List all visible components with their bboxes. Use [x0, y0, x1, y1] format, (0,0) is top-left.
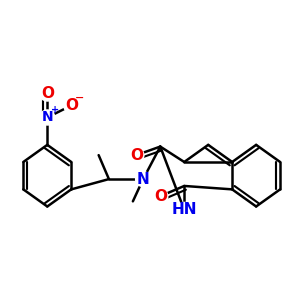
Circle shape: [153, 189, 168, 204]
Circle shape: [129, 148, 144, 163]
Circle shape: [40, 110, 55, 125]
Text: +: +: [51, 105, 59, 115]
Text: −: −: [75, 93, 85, 103]
Text: O: O: [130, 148, 143, 163]
Circle shape: [177, 202, 192, 217]
Circle shape: [64, 98, 79, 113]
Text: O: O: [65, 98, 78, 113]
Text: N: N: [41, 110, 53, 124]
Circle shape: [40, 86, 55, 101]
Text: HN: HN: [172, 202, 197, 217]
Text: N: N: [137, 172, 149, 187]
Circle shape: [136, 172, 151, 187]
Text: O: O: [154, 189, 167, 204]
Text: O: O: [41, 86, 54, 101]
